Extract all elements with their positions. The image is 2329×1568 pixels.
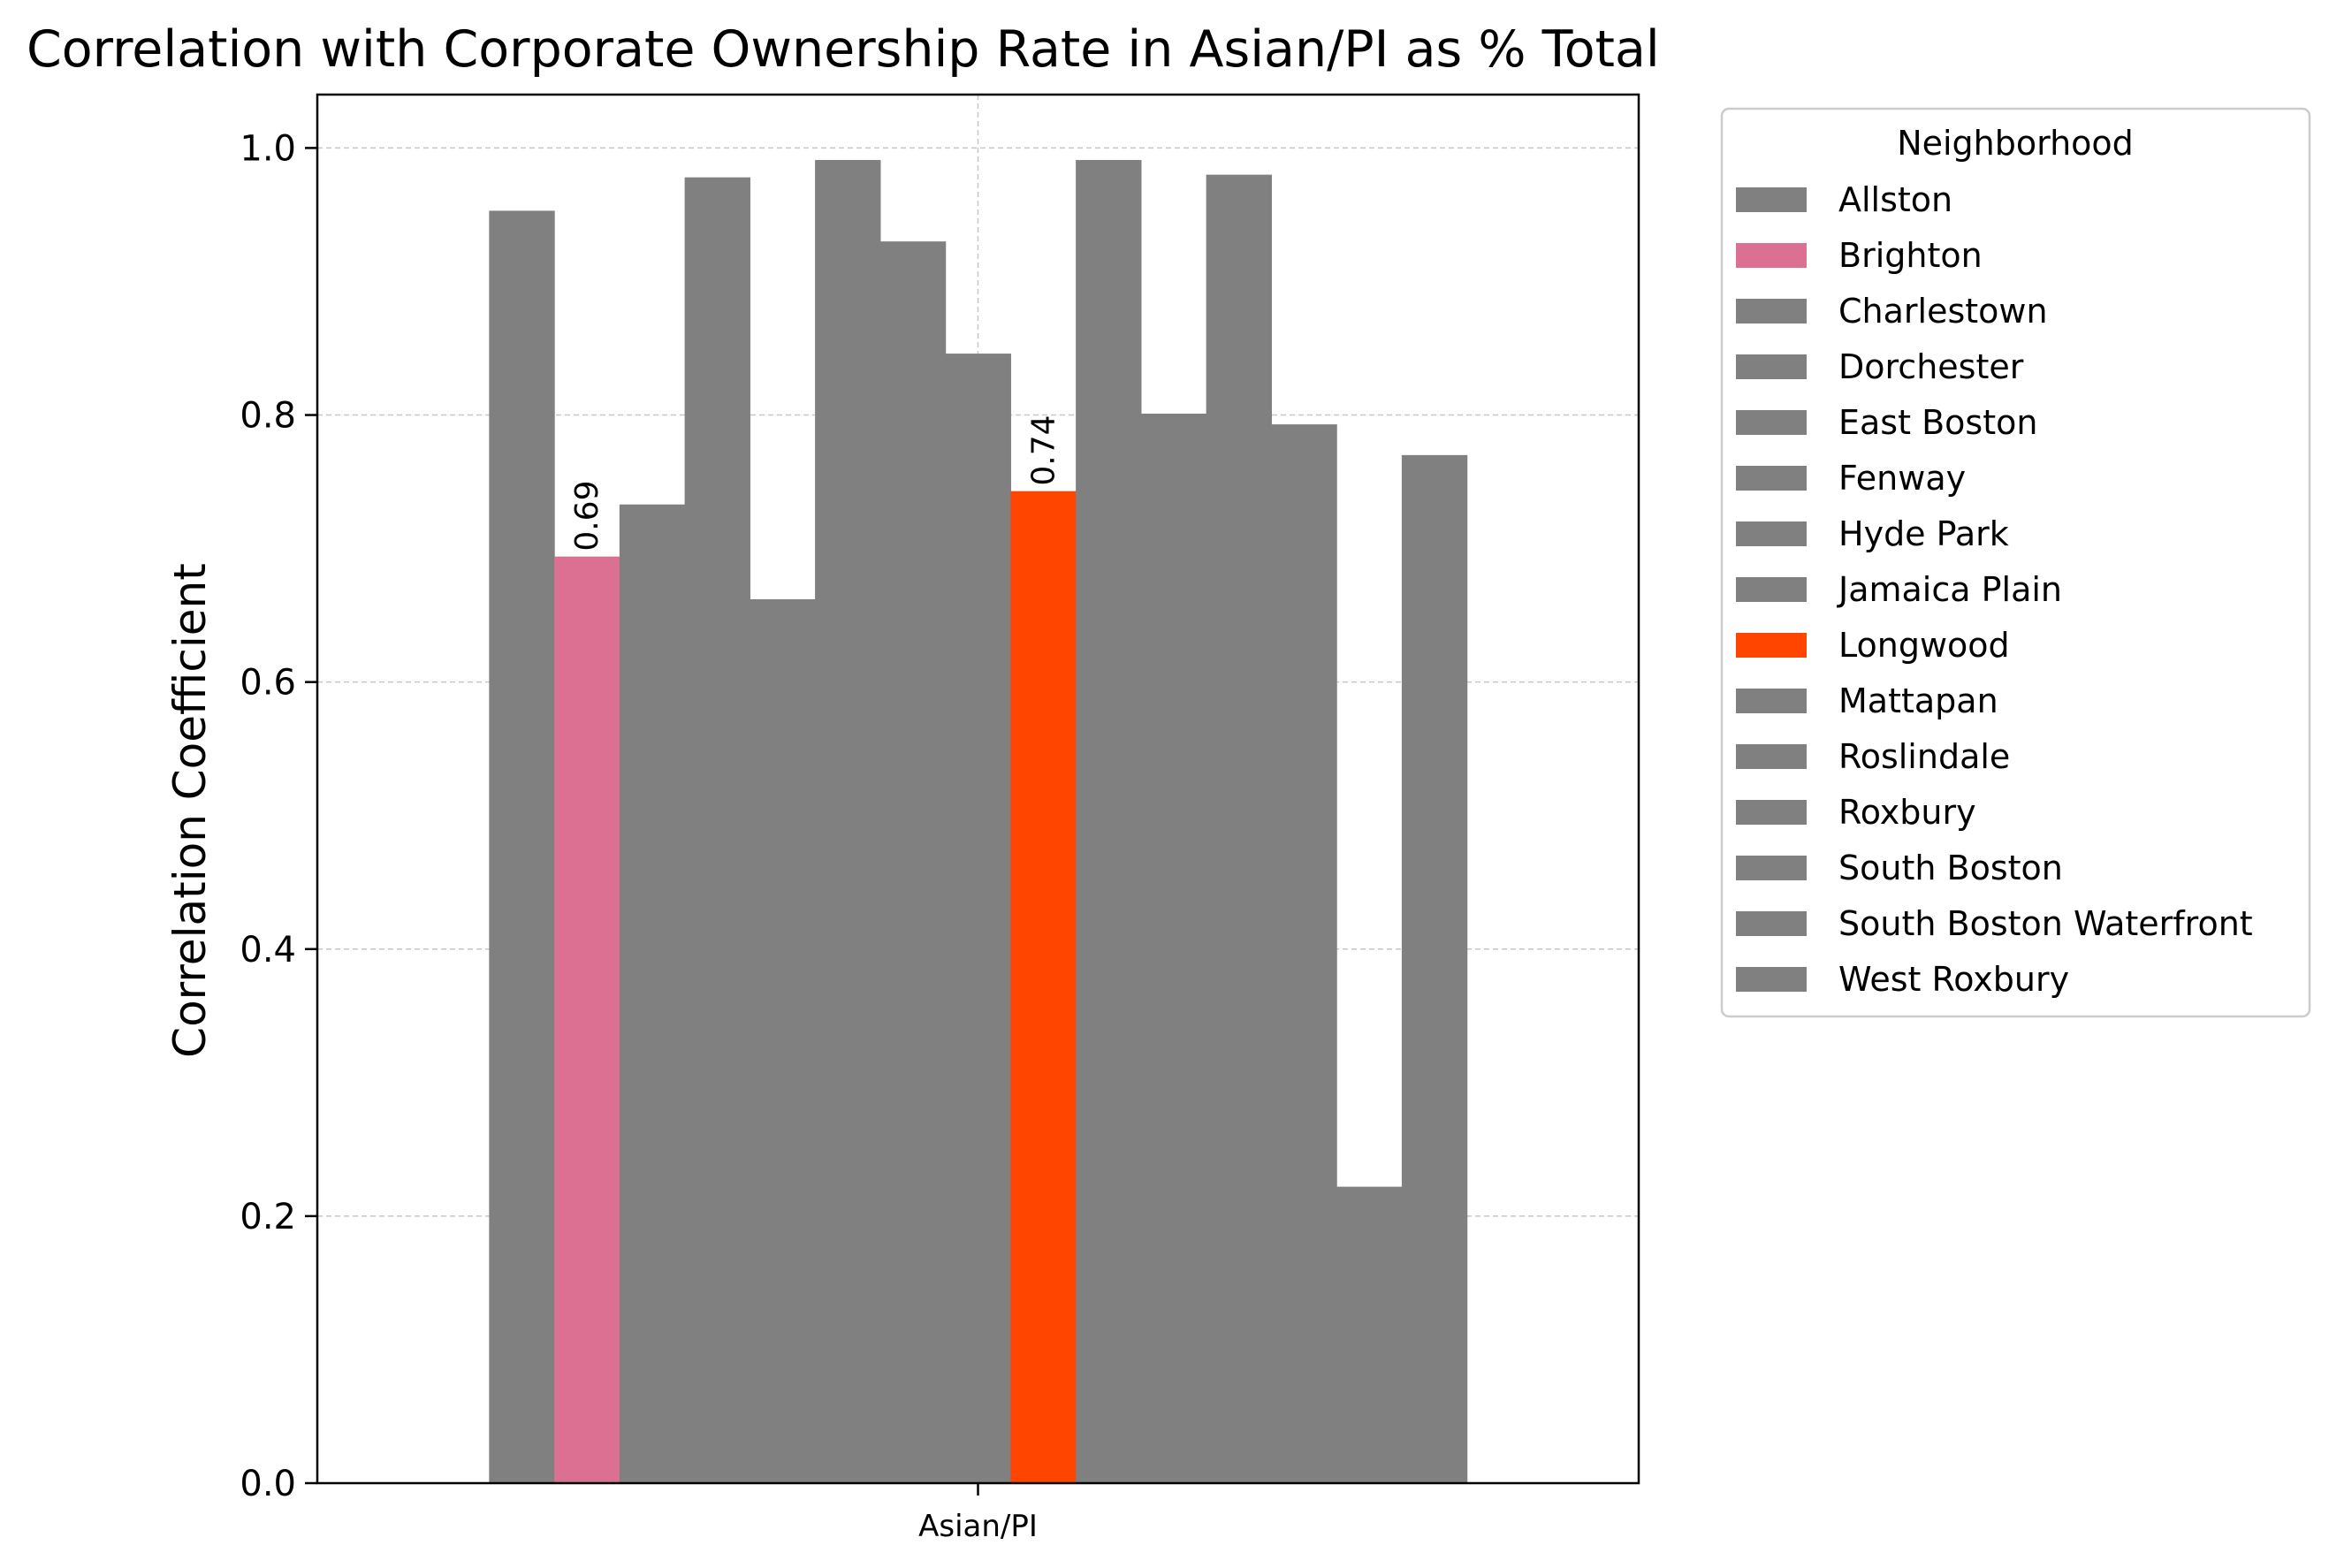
legend-label: South Boston (1838, 849, 2063, 887)
legend-frame (1720, 107, 2311, 1018)
legend-label: South Boston Waterfront (1838, 904, 2253, 943)
legend-label: Charlestown (1838, 292, 2048, 331)
data-labels: 0.69 0.74 (569, 415, 1062, 551)
legend-title: Neighborhood (1897, 124, 2134, 163)
legend: Neighborhood Allston Brighton Charlestown D… (1720, 107, 2311, 1018)
legend-label: Jamaica Plain (1837, 570, 2062, 609)
y-tick-label: 0.6 (240, 663, 296, 704)
bar-south-boston-waterfront (1336, 1186, 1403, 1483)
bar-allston (489, 210, 555, 1484)
legend-label: Brighton (1838, 236, 1983, 275)
y-axis-label: Correlation Coefficient (164, 563, 216, 1058)
legend-label: Allston (1838, 180, 1952, 219)
legend-swatch (1736, 299, 1807, 323)
legend-swatch (1736, 911, 1807, 936)
axis-ticks: 0.0 0.2 0.4 0.6 0.8 1.0 Asian/PI (240, 128, 1038, 1544)
bar-roslindale (1140, 414, 1207, 1484)
bar-west-roxbury (1401, 454, 1468, 1484)
legend-swatch (1736, 744, 1807, 769)
x-tick-label: Asian/PI (918, 1509, 1038, 1544)
legend-label: Dorchester (1838, 347, 2024, 386)
legend-swatch (1736, 856, 1807, 880)
legend-swatch (1736, 800, 1807, 825)
y-tick-label: 0.0 (240, 1464, 296, 1504)
bar-dorchester (684, 177, 750, 1483)
bar-mattapan (1076, 160, 1142, 1483)
legend-swatch (1736, 243, 1807, 268)
data-label: 0.74 (1025, 415, 1062, 485)
legend-label: Fenway (1838, 459, 1966, 498)
legend-label: Roxbury (1838, 793, 1976, 832)
legend-swatch (1736, 410, 1807, 435)
bar-jamaica-plain (945, 354, 1011, 1484)
legend-swatch (1736, 689, 1807, 713)
y-tick-label: 1.0 (240, 128, 296, 169)
bar-longwood (1010, 491, 1077, 1483)
bar-roxbury (1206, 174, 1272, 1483)
legend-swatch (1736, 521, 1807, 546)
legend-label: Longwood (1838, 626, 2010, 665)
legend-label: Mattapan (1838, 681, 1998, 720)
legend-label: East Boston (1838, 403, 2037, 442)
legend-label: Hyde Park (1838, 514, 2009, 553)
data-label: 0.69 (569, 481, 605, 552)
bar-hyde-park (879, 241, 947, 1483)
bar-east-boston (750, 598, 816, 1483)
legend-swatch (1736, 577, 1807, 602)
bars (489, 160, 1468, 1484)
y-tick-label: 0.8 (240, 396, 296, 437)
chart-title: Correlation with Corporate Ownership Rat… (27, 20, 1660, 79)
bar-charlestown (619, 504, 686, 1484)
legend-label: West Roxbury (1838, 960, 2069, 999)
y-tick-label: 0.4 (240, 930, 296, 970)
legend-swatch (1736, 187, 1807, 212)
bar-fenway (815, 160, 881, 1483)
legend-swatch (1736, 967, 1807, 992)
legend-swatch (1736, 466, 1807, 491)
legend-swatch (1736, 354, 1807, 379)
legend-swatch (1736, 633, 1807, 658)
bar-south-boston (1271, 424, 1337, 1483)
legend-label: Roslindale (1838, 737, 2010, 776)
bar-brighton (554, 556, 620, 1483)
y-tick-label: 0.2 (240, 1197, 296, 1237)
